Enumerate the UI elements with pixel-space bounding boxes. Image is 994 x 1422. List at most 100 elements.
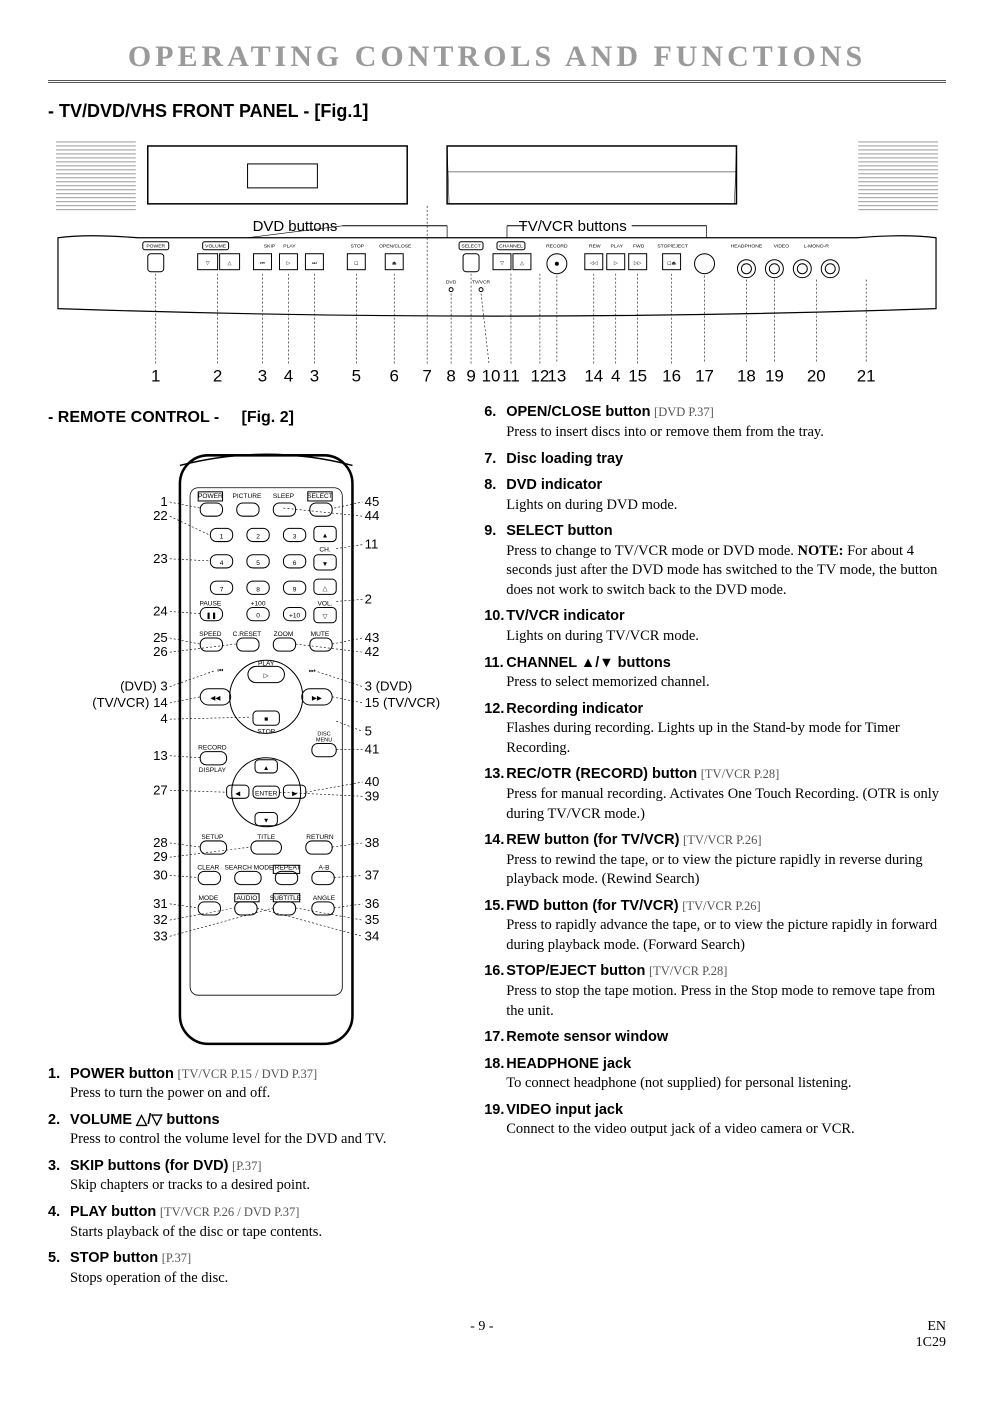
svg-text:▶: ▶: [292, 791, 298, 798]
svg-text:26: 26: [153, 645, 168, 660]
svg-text:31: 31: [153, 896, 168, 911]
svg-text:14: 14: [584, 366, 603, 385]
svg-text:PLAY: PLAY: [258, 661, 275, 668]
svg-text:15 (TV/VCR): 15 (TV/VCR): [365, 695, 440, 710]
svg-text:44: 44: [365, 509, 380, 524]
svg-text:POWER: POWER: [198, 493, 223, 500]
svg-text:DISPLAY: DISPLAY: [199, 767, 227, 774]
svg-text:5: 5: [352, 366, 361, 385]
svg-text:FWD: FWD: [633, 244, 645, 250]
svg-text:35: 35: [365, 913, 380, 928]
svg-text:3: 3: [258, 366, 267, 385]
svg-text:37: 37: [365, 868, 380, 883]
svg-text:3: 3: [310, 366, 319, 385]
vent-right: [858, 142, 938, 210]
svg-text:9: 9: [293, 587, 297, 594]
definition-item: 14.REW button (for TV/VCR) [TV/VCR P.26]…: [484, 831, 946, 890]
svg-text:CHANNEL: CHANNEL: [499, 244, 523, 250]
svg-text:11: 11: [365, 537, 379, 552]
svg-text:MODE: MODE: [198, 895, 218, 902]
svg-text:◻⏏: ◻⏏: [667, 261, 676, 267]
svg-text:TITLE: TITLE: [257, 834, 276, 841]
svg-text:SLEEP: SLEEP: [273, 493, 295, 500]
definition-item: 6.OPEN/CLOSE button [DVD P.37]Press to i…: [484, 403, 946, 442]
svg-text:△: △: [323, 586, 329, 593]
svg-text:◻: ◻: [354, 261, 358, 267]
svg-text:CLEAR: CLEAR: [197, 865, 219, 872]
svg-text:◀: ◀: [235, 791, 241, 798]
dvd-buttons-label: DVD buttons: [253, 218, 338, 235]
svg-text:⏭: ⏭: [309, 668, 315, 675]
svg-text:7: 7: [422, 366, 431, 385]
svg-text:STOP: STOP: [257, 729, 275, 736]
svg-text:3 (DVD): 3 (DVD): [365, 679, 413, 694]
definition-item: 11.CHANNEL ▲/▼ buttonsPress to select me…: [484, 654, 946, 693]
definition-item: 3.SKIP buttons (for DVD) [P.37]Skip chap…: [48, 1157, 474, 1196]
svg-text:MUTE: MUTE: [311, 631, 330, 638]
definition-item: 10.TV/VCR indicatorLights on during TV/V…: [484, 607, 946, 646]
svg-text:▷: ▷: [614, 261, 618, 267]
definition-item: 5.STOP button [P.37]Stops operation of t…: [48, 1249, 474, 1288]
svg-text:SELECT: SELECT: [307, 493, 333, 500]
svg-text:34: 34: [365, 929, 380, 944]
svg-text:PICTURE: PICTURE: [232, 493, 261, 500]
svg-text:▶▶: ▶▶: [312, 695, 323, 702]
svg-text:4: 4: [284, 366, 293, 385]
svg-text:41: 41: [365, 742, 380, 757]
svg-text:8: 8: [256, 587, 260, 594]
definition-item: 17.Remote sensor window: [484, 1028, 946, 1048]
svg-text:13: 13: [547, 366, 566, 385]
definition-item: 2.VOLUME △/▽ buttonsPress to control the…: [48, 1111, 474, 1150]
svg-text:3: 3: [293, 534, 297, 541]
definition-item: 9.SELECT buttonPress to change to TV/VCR…: [484, 522, 946, 600]
svg-text:RECORD: RECORD: [546, 244, 568, 250]
svg-text:30: 30: [153, 868, 168, 883]
svg-text:5: 5: [365, 724, 372, 739]
svg-text:29: 29: [153, 850, 168, 865]
definition-item: 18.HEADPHONE jackTo connect headphone (n…: [484, 1055, 946, 1094]
svg-text:1: 1: [160, 494, 167, 509]
svg-text:▼: ▼: [263, 818, 270, 825]
svg-text:PLAY: PLAY: [283, 244, 296, 250]
svg-text:(DVD) 3: (DVD) 3: [120, 679, 168, 694]
svg-text:22: 22: [153, 509, 168, 524]
svg-text:△: △: [520, 261, 524, 267]
svg-text:SUBTITLE: SUBTITLE: [270, 895, 302, 902]
svg-text:AUDIO: AUDIO: [236, 895, 257, 902]
svg-text:POWER: POWER: [146, 244, 165, 250]
definition-item: 4.PLAY button [TV/VCR P.26 / DVD P.37]St…: [48, 1203, 474, 1242]
svg-text:28: 28: [153, 835, 168, 850]
svg-text:19: 19: [765, 366, 784, 385]
svg-text:PLAY: PLAY: [611, 244, 624, 250]
svg-text:VOLUME: VOLUME: [205, 244, 227, 250]
svg-text:27: 27: [153, 783, 168, 798]
svg-text:11: 11: [502, 366, 520, 385]
svg-text:⏭: ⏭: [312, 261, 317, 267]
fig2-remote: POWER PICTURE SLEEP SELECT 1 2 3: [48, 435, 474, 1064]
main-title: OPERATING CONTROLS AND FUNCTIONS: [48, 40, 946, 83]
definition-item: 19.VIDEO input jackConnect to the video …: [484, 1101, 946, 1140]
svg-text:CH.: CH.: [319, 547, 331, 554]
svg-text:STOP: STOP: [351, 244, 365, 250]
svg-text:16: 16: [662, 366, 681, 385]
definition-item: 7.Disc loading tray: [484, 450, 946, 470]
svg-text:RETURN: RETURN: [306, 834, 334, 841]
tvvcr-buttons-label: TV/VCR buttons: [519, 218, 627, 235]
svg-text:TV/VCR: TV/VCR: [472, 280, 491, 286]
svg-text:⏮: ⏮: [260, 261, 265, 267]
svg-text:25: 25: [153, 630, 168, 645]
svg-text:▽: ▽: [206, 261, 210, 267]
svg-text:SELECT: SELECT: [461, 244, 480, 250]
svg-text:23: 23: [153, 551, 168, 566]
svg-text:4: 4: [611, 366, 620, 385]
panel-section-title: - TV/DVD/VHS FRONT PANEL - [Fig.1]: [48, 101, 946, 122]
definition-item: 15.FWD button (for TV/VCR) [TV/VCR P.26]…: [484, 897, 946, 956]
svg-text:HEADPHONE: HEADPHONE: [731, 244, 763, 250]
svg-text:▽: ▽: [323, 614, 329, 621]
svg-text:◁◁: ◁◁: [590, 261, 598, 267]
svg-text:⏮: ⏮: [218, 668, 224, 675]
svg-text:5: 5: [256, 560, 260, 567]
svg-text:L-MONO-R: L-MONO-R: [804, 244, 830, 250]
definition-item: 1.POWER button [TV/VCR P.15 / DVD P.37]P…: [48, 1065, 474, 1104]
svg-text:SEARCH MODE: SEARCH MODE: [224, 865, 274, 872]
